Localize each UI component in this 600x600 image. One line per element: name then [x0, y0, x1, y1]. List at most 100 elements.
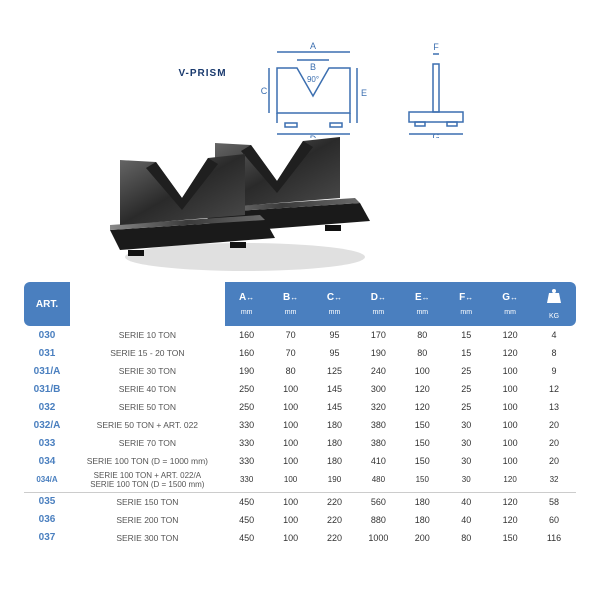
cell-val: 450 [225, 511, 269, 529]
cell-val: 190 [313, 470, 357, 492]
cell-val: 95 [313, 344, 357, 362]
cell-desc: SERIE 200 TON [70, 511, 225, 529]
cell-val: 880 [356, 511, 400, 529]
cell-desc: SERIE 100 TON (D = 1000 mm) [70, 452, 225, 470]
col-A: A↔mm [225, 282, 269, 326]
col-B: B↔mm [269, 282, 313, 326]
svg-text:C: C [260, 86, 267, 96]
cell-val: 190 [225, 362, 269, 380]
cell-art: 031 [24, 344, 70, 362]
cell-val: 160 [225, 344, 269, 362]
cell-val: 145 [313, 398, 357, 416]
cell-val: 170 [356, 326, 400, 344]
cell-desc: SERIE 100 TON + ART. 022/ASERIE 100 TON … [70, 470, 225, 492]
cell-val: 100 [488, 380, 532, 398]
cell-val: 30 [444, 416, 488, 434]
cell-val: 300 [356, 380, 400, 398]
cell-val: 20 [532, 434, 576, 452]
cell-desc: SERIE 50 TON [70, 398, 225, 416]
table-row: 032SERIE 50 TON2501001453201202510013 [24, 398, 576, 416]
cell-val: 12 [532, 380, 576, 398]
cell-val: 80 [269, 362, 313, 380]
cell-val: 95 [313, 326, 357, 344]
table-row: 034SERIE 100 TON (D = 1000 mm)3301001804… [24, 452, 576, 470]
cell-val: 116 [532, 529, 576, 547]
cell-val: 180 [313, 416, 357, 434]
cell-val: 100 [488, 434, 532, 452]
cell-art: 036 [24, 511, 70, 529]
cell-val: 180 [400, 511, 444, 529]
cell-val: 25 [444, 362, 488, 380]
cell-val: 100 [488, 416, 532, 434]
cell-val: 30 [444, 452, 488, 470]
cell-val: 60 [532, 511, 576, 529]
cell-val: 40 [444, 511, 488, 529]
cell-val: 410 [356, 452, 400, 470]
cell-val: 1000 [356, 529, 400, 547]
cell-val: 220 [313, 529, 357, 547]
cell-val: 120 [400, 380, 444, 398]
cell-val: 180 [313, 434, 357, 452]
cell-art: 033 [24, 434, 70, 452]
cell-val: 150 [400, 434, 444, 452]
table-row: 031SERIE 15 - 20 TON160709519080151208 [24, 344, 576, 362]
cell-val: 20 [532, 452, 576, 470]
cell-val: 100 [269, 492, 313, 511]
cell-art: 037 [24, 529, 70, 547]
svg-text:90°: 90° [307, 75, 319, 84]
cell-val: 70 [269, 344, 313, 362]
cell-val: 450 [225, 492, 269, 511]
cell-val: 120 [488, 492, 532, 511]
cell-desc: SERIE 300 TON [70, 529, 225, 547]
cell-val: 100 [269, 398, 313, 416]
cell-val: 100 [269, 470, 313, 492]
cell-val: 100 [269, 452, 313, 470]
cell-val: 200 [400, 529, 444, 547]
cell-val: 220 [313, 492, 357, 511]
svg-text:A: A [310, 41, 316, 51]
cell-art: 032 [24, 398, 70, 416]
table-row: 036SERIE 200 TON4501002208801804012060 [24, 511, 576, 529]
cell-val: 32 [532, 470, 576, 492]
table-row: 035SERIE 150 TON4501002205601804012058 [24, 492, 576, 511]
cell-val: 320 [356, 398, 400, 416]
cell-val: 250 [225, 398, 269, 416]
cell-val: 180 [400, 492, 444, 511]
table-row: 033SERIE 70 TON3301001803801503010020 [24, 434, 576, 452]
cell-val: 250 [225, 380, 269, 398]
cell-val: 220 [313, 511, 357, 529]
cell-val: 40 [444, 492, 488, 511]
cell-val: 150 [488, 529, 532, 547]
col-weight: KG [532, 282, 576, 326]
cell-art: 035 [24, 492, 70, 511]
cell-desc: SERIE 40 TON [70, 380, 225, 398]
cell-val: 100 [400, 362, 444, 380]
table-row: 032/ASERIE 50 TON + ART. 022330100180380… [24, 416, 576, 434]
cell-val: 100 [488, 362, 532, 380]
svg-text:F: F [433, 42, 439, 52]
cell-val: 380 [356, 416, 400, 434]
cell-art: 032/A [24, 416, 70, 434]
table-row: 031/ASERIE 30 TON19080125240100251009 [24, 362, 576, 380]
cell-val: 80 [400, 344, 444, 362]
cell-val: 450 [225, 529, 269, 547]
cell-val: 100 [269, 529, 313, 547]
cell-val: 160 [225, 326, 269, 344]
cell-val: 30 [444, 470, 488, 492]
cell-val: 480 [356, 470, 400, 492]
cell-val: 100 [269, 380, 313, 398]
cell-val: 330 [225, 452, 269, 470]
cell-val: 150 [400, 470, 444, 492]
cell-val: 120 [488, 326, 532, 344]
col-D: D↔mm [356, 282, 400, 326]
cell-desc: SERIE 150 TON [70, 492, 225, 511]
cell-val: 25 [444, 380, 488, 398]
table-row: 030SERIE 10 TON160709517080151204 [24, 326, 576, 344]
cell-val: 25 [444, 398, 488, 416]
col-F: F↔mm [444, 282, 488, 326]
cell-val: 4 [532, 326, 576, 344]
table-row: 037SERIE 300 TON450100220100020080150116 [24, 529, 576, 547]
side-diagram: F G [397, 42, 477, 143]
cell-val: 20 [532, 416, 576, 434]
cell-val: 180 [313, 452, 357, 470]
